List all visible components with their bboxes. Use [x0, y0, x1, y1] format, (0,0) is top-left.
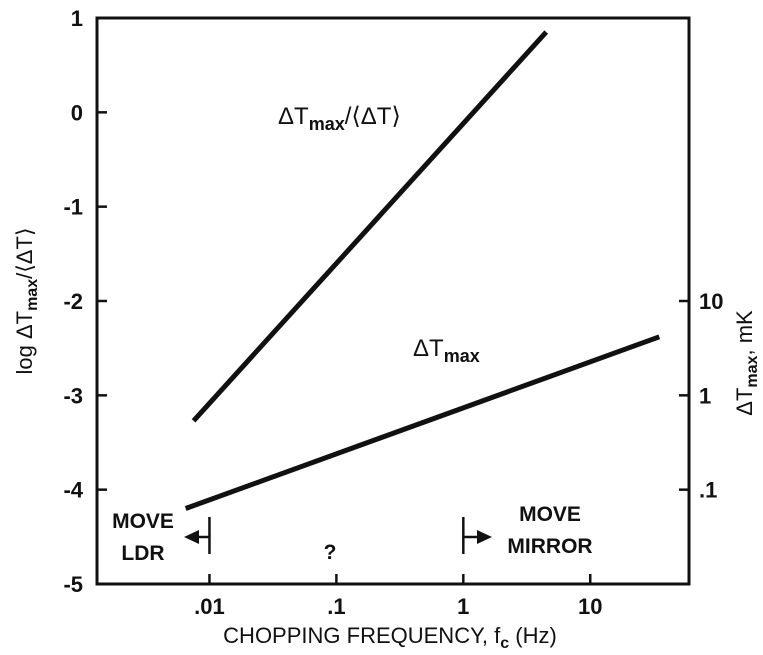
series-label-ratio: ΔTmax/⟨ΔT⟩ — [278, 103, 401, 134]
left-y-tick-label-5: -4 — [63, 478, 83, 503]
move-mirror-label-line2: MIRROR — [507, 535, 592, 558]
left-y-axis-title: log ΔTmax/⟨ΔT⟩ — [12, 227, 41, 374]
right-y-axis-title: ΔTmax, mK — [732, 310, 761, 416]
move-mirror-label-line1: MOVE — [519, 503, 581, 526]
right-y-axis-title-subscript: max — [744, 355, 761, 387]
series-label-ratio-suffix: /⟨ΔT⟩ — [345, 103, 401, 130]
series-label-dtmax: ΔTmax — [413, 335, 480, 366]
series-label-ratio-prefix: ΔT — [278, 103, 309, 130]
left-y-axis-title-subscript: max — [24, 279, 41, 311]
series-label-ratio-subscript: max — [309, 114, 345, 134]
move-ldr-arrow-head — [184, 530, 199, 544]
x-axis-title-subscript: c — [500, 635, 509, 652]
move-ldr-label-line2: LDR — [121, 542, 164, 565]
right-y-axis-ticks: 101.1 — [679, 289, 723, 503]
move-ldr-label-line1: MOVE — [112, 510, 174, 533]
left-y-axis-title-suffix: /⟨ΔT⟩ — [12, 227, 37, 278]
right-y-axis-title-prefix: ΔT — [732, 388, 757, 416]
left-y-tick-label-0: 1 — [71, 6, 83, 31]
series-lines — [184, 30, 661, 511]
x-axis-title: CHOPPING FREQUENCY, fc (Hz) — [223, 623, 557, 652]
left-y-axis-title-prefix: log ΔT — [12, 311, 37, 375]
right-y-tick-label-2: .1 — [699, 478, 717, 503]
series-line-1 — [184, 334, 661, 511]
x-tick-label-0: .01 — [194, 594, 225, 619]
left-y-tick-label-1: 0 — [71, 100, 83, 125]
left-y-tick-label-2: -1 — [63, 195, 83, 220]
series-label-dtmax-subscript: max — [444, 346, 480, 366]
right-y-tick-label-1: 1 — [699, 383, 711, 408]
left-y-tick-label-6: -5 — [63, 572, 83, 597]
x-tick-label-1: .1 — [327, 594, 345, 619]
left-y-axis-ticks: 1 0 -1 -2 -3 -4 -5 — [63, 6, 107, 597]
annotations — [184, 517, 492, 554]
x-tick-label-2: 1 — [457, 594, 469, 619]
x-axis-title-main: CHOPPING FREQUENCY, f — [223, 623, 501, 648]
move-mirror-arrow-head — [477, 530, 492, 544]
question-mark-label: ? — [324, 541, 337, 564]
x-tick-label-3: 10 — [578, 594, 602, 619]
x-axis-ticks: .01 .1 1 10 — [194, 574, 602, 619]
left-y-tick-label-3: -2 — [63, 289, 83, 314]
right-y-tick-label-0: 10 — [699, 289, 723, 314]
right-y-axis-title-suffix: , mK — [732, 310, 757, 356]
left-y-tick-label-4: -3 — [63, 383, 83, 408]
series-line-0 — [191, 30, 549, 423]
series-label-dtmax-prefix: ΔT — [413, 335, 444, 362]
x-axis-title-unit: (Hz) — [509, 623, 557, 648]
